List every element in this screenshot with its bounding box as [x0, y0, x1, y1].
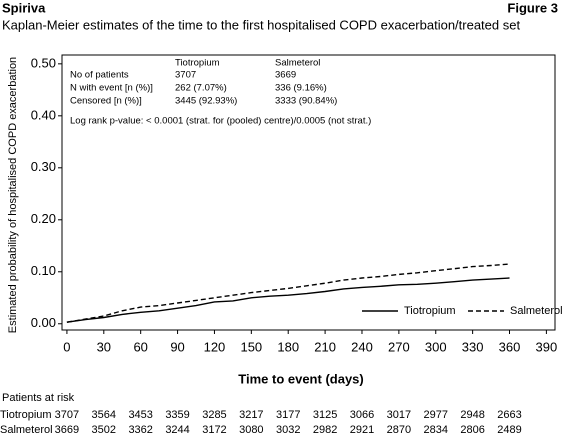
stats-column-header: Salmeterol: [275, 58, 320, 69]
at-risk-count: 3285: [202, 409, 226, 421]
at-risk-count: 3032: [276, 424, 300, 434]
y-tick-label: 0.20: [31, 211, 56, 226]
at-risk-count: 2921: [350, 424, 374, 434]
at-risk-count: 3669: [55, 424, 79, 434]
legend-label: Tiotropium: [404, 305, 456, 317]
at-risk-count: 3244: [165, 424, 189, 434]
x-tick-label: 150: [240, 339, 262, 354]
at-risk-count: 3017: [387, 409, 411, 421]
plot-frame: [61, 54, 556, 331]
x-tick-label: 210: [314, 339, 336, 354]
at-risk-count: 3707: [55, 409, 79, 421]
at-risk-count: 3502: [92, 424, 116, 434]
km-curve: [66, 263, 510, 323]
at-risk-count: 3125: [313, 409, 337, 421]
x-tick-label: 360: [499, 339, 521, 354]
at-risk-count: 3359: [165, 409, 189, 421]
stats-note: Log rank p-value: < 0.0001 (strat. for (…: [70, 116, 371, 127]
chart-title: Kaplan-Meier estimates of the time to th…: [2, 17, 520, 32]
y-tick-label: 0.00: [31, 315, 56, 330]
x-tick-label: 240: [351, 339, 373, 354]
legend-label: Salmeterol: [510, 305, 562, 317]
x-tick-label: 270: [388, 339, 410, 354]
stats-cell: No of patients: [70, 70, 129, 81]
x-axis-label: Time to event (days): [238, 371, 363, 386]
stats-cell: 262 (7.07%): [175, 83, 227, 94]
stats-cell: N with event [n (%)]: [70, 83, 153, 94]
x-tick-label: 180: [277, 339, 299, 354]
x-tick-label: 330: [462, 339, 484, 354]
x-tick-label: 120: [204, 339, 226, 354]
at-risk-count: 2806: [460, 424, 484, 434]
x-tick-label: 300: [425, 339, 447, 354]
at-risk-count: 3362: [128, 424, 152, 434]
x-tick-label: 60: [133, 339, 147, 354]
at-risk-count: 3177: [276, 409, 300, 421]
x-tick-label: 0: [63, 339, 70, 354]
y-tick-label: 0.50: [31, 55, 56, 70]
at-risk-row-label: Tiotropium: [0, 409, 52, 421]
at-risk-count: 3066: [350, 409, 374, 421]
stats-cell: 3707: [175, 70, 196, 81]
stats-cell: 3445 (92.93%): [175, 96, 237, 107]
x-tick-label: 90: [170, 339, 184, 354]
at-risk-count: 2489: [497, 424, 521, 434]
at-risk-count: 2663: [497, 409, 521, 421]
at-risk-count: 2977: [424, 409, 448, 421]
at-risk-count: 2948: [460, 409, 484, 421]
at-risk-count: 2870: [387, 424, 411, 434]
at-risk-count: 3453: [128, 409, 152, 421]
stats-column-header: Tiotropium: [175, 58, 220, 69]
header-right: Figure 3: [507, 0, 558, 15]
stats-cell: 336 (9.16%): [275, 83, 327, 94]
at-risk-count: 2834: [424, 424, 448, 434]
at-risk-count: 2982: [313, 424, 337, 434]
km-curve: [66, 277, 510, 323]
y-axis-label: Estimated probability of hospitalised CO…: [7, 57, 19, 333]
x-tick-label: 390: [536, 339, 558, 354]
y-tick-label: 0.30: [31, 159, 56, 174]
header-left: Spiriva: [2, 0, 46, 15]
at-risk-count: 3217: [239, 409, 263, 421]
stats-cell: 3669: [275, 70, 296, 81]
at-risk-count: 3172: [202, 424, 226, 434]
y-tick-label: 0.10: [31, 263, 56, 278]
y-tick-label: 0.40: [31, 107, 56, 122]
stats-cell: Censored [n (%)]: [70, 96, 142, 107]
at-risk-row-label: Salmeterol: [0, 424, 53, 434]
x-tick-label: 30: [97, 339, 111, 354]
stats-cell: 3333 (90.84%): [275, 96, 337, 107]
at-risk-title: Patients at risk: [2, 392, 75, 404]
at-risk-count: 3080: [239, 424, 263, 434]
at-risk-count: 3564: [92, 409, 116, 421]
